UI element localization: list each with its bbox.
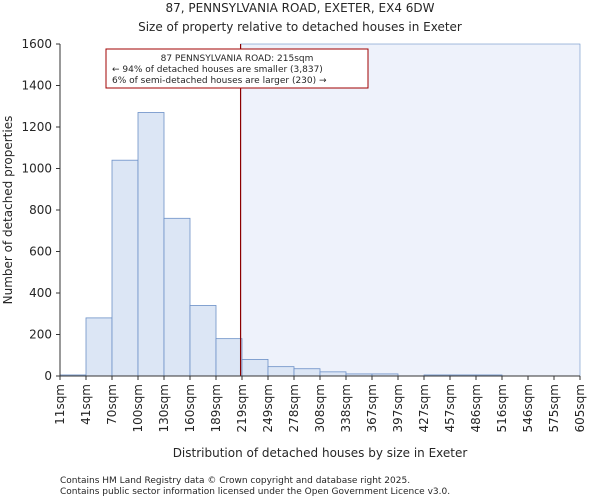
bar-219sqm [241, 358, 269, 377]
bar-160sqm [189, 305, 217, 377]
x-tick-label: 219sqm [235, 384, 249, 432]
x-ticks: 11sqm 41sqm 70sqm 100sqm 130sqm 160sqm 189sqm 2… [53, 376, 587, 432]
bar-70sqm [111, 159, 139, 377]
y-tick-label: 600 [29, 245, 52, 259]
x-tick-label: 486sqm [469, 384, 483, 432]
x-tick-label: 11sqm [53, 384, 67, 425]
x-axis-label: Distribution of detached houses by size … [173, 446, 468, 460]
bars [59, 112, 503, 377]
plot-area: 0 200 400 600 800 1000 1200 1400 1600 11sqm 41sqm… [21, 37, 587, 432]
footer-line-2: Contains public sector information licen… [60, 487, 450, 497]
bar-278sqm [293, 368, 321, 377]
bar-308sqm [319, 371, 347, 377]
y-axis-label: Number of detached properties [1, 116, 15, 305]
y-ticks: 0 200 400 600 800 1000 1200 1400 1600 [21, 37, 60, 383]
x-tick-label: 308sqm [313, 384, 327, 432]
y-tick-label: 200 [29, 328, 52, 342]
x-tick-label: 575sqm [547, 384, 561, 432]
x-tick-label: 457sqm [443, 384, 457, 432]
chart-title: 87, PENNSYLVANIA ROAD, EXETER, EX4 6DW [165, 1, 434, 15]
x-tick-label: 397sqm [391, 384, 405, 432]
footer-line-1: Contains HM Land Registry data © Crown c… [60, 476, 410, 486]
chart-subtitle: Size of property relative to detached ho… [138, 20, 462, 34]
x-tick-label: 367sqm [365, 384, 379, 432]
x-tick-label: 189sqm [209, 384, 223, 432]
x-tick-label: 338sqm [339, 384, 353, 432]
x-tick-label: 427sqm [417, 384, 431, 432]
x-tick-label: 546sqm [521, 384, 535, 432]
x-tick-label: 278sqm [287, 384, 301, 432]
x-tick-label: 130sqm [157, 384, 171, 432]
highlight-band [240, 43, 581, 377]
annotation-box: 87 PENNSYLVANIA ROAD: 215sqm ← 94% of de… [105, 48, 369, 89]
y-tick-label: 400 [29, 286, 52, 300]
y-tick-label: 1400 [21, 79, 52, 93]
annotation-border [105, 48, 369, 89]
x-tick-label: 70sqm [105, 384, 119, 425]
x-tick-label: 160sqm [183, 384, 197, 432]
y-tick-label: 0 [44, 369, 52, 383]
bar-189sqm [215, 338, 243, 377]
x-tick-label: 249sqm [261, 384, 275, 432]
bar-100sqm [137, 112, 165, 377]
x-tick-label: 605sqm [573, 384, 587, 432]
annotation-line-3: 6% of semi-detached houses are larger (2… [112, 76, 327, 86]
annotation-line-1: 87 PENNSYLVANIA ROAD: 215sqm [161, 54, 314, 64]
bar-249sqm [267, 366, 295, 377]
x-tick-label: 100sqm [131, 384, 145, 432]
y-tick-label: 1200 [21, 120, 52, 134]
x-tick-label: 516sqm [495, 384, 509, 432]
bar-41sqm [85, 317, 113, 377]
y-tick-label: 1000 [21, 162, 52, 176]
y-tick-label: 800 [29, 203, 52, 217]
annotation-line-2: ← 94% of detached houses are smaller (3,… [112, 65, 323, 75]
x-tick-label: 41sqm [79, 384, 93, 425]
bar-130sqm [163, 217, 191, 377]
y-tick-label: 1600 [21, 37, 52, 51]
